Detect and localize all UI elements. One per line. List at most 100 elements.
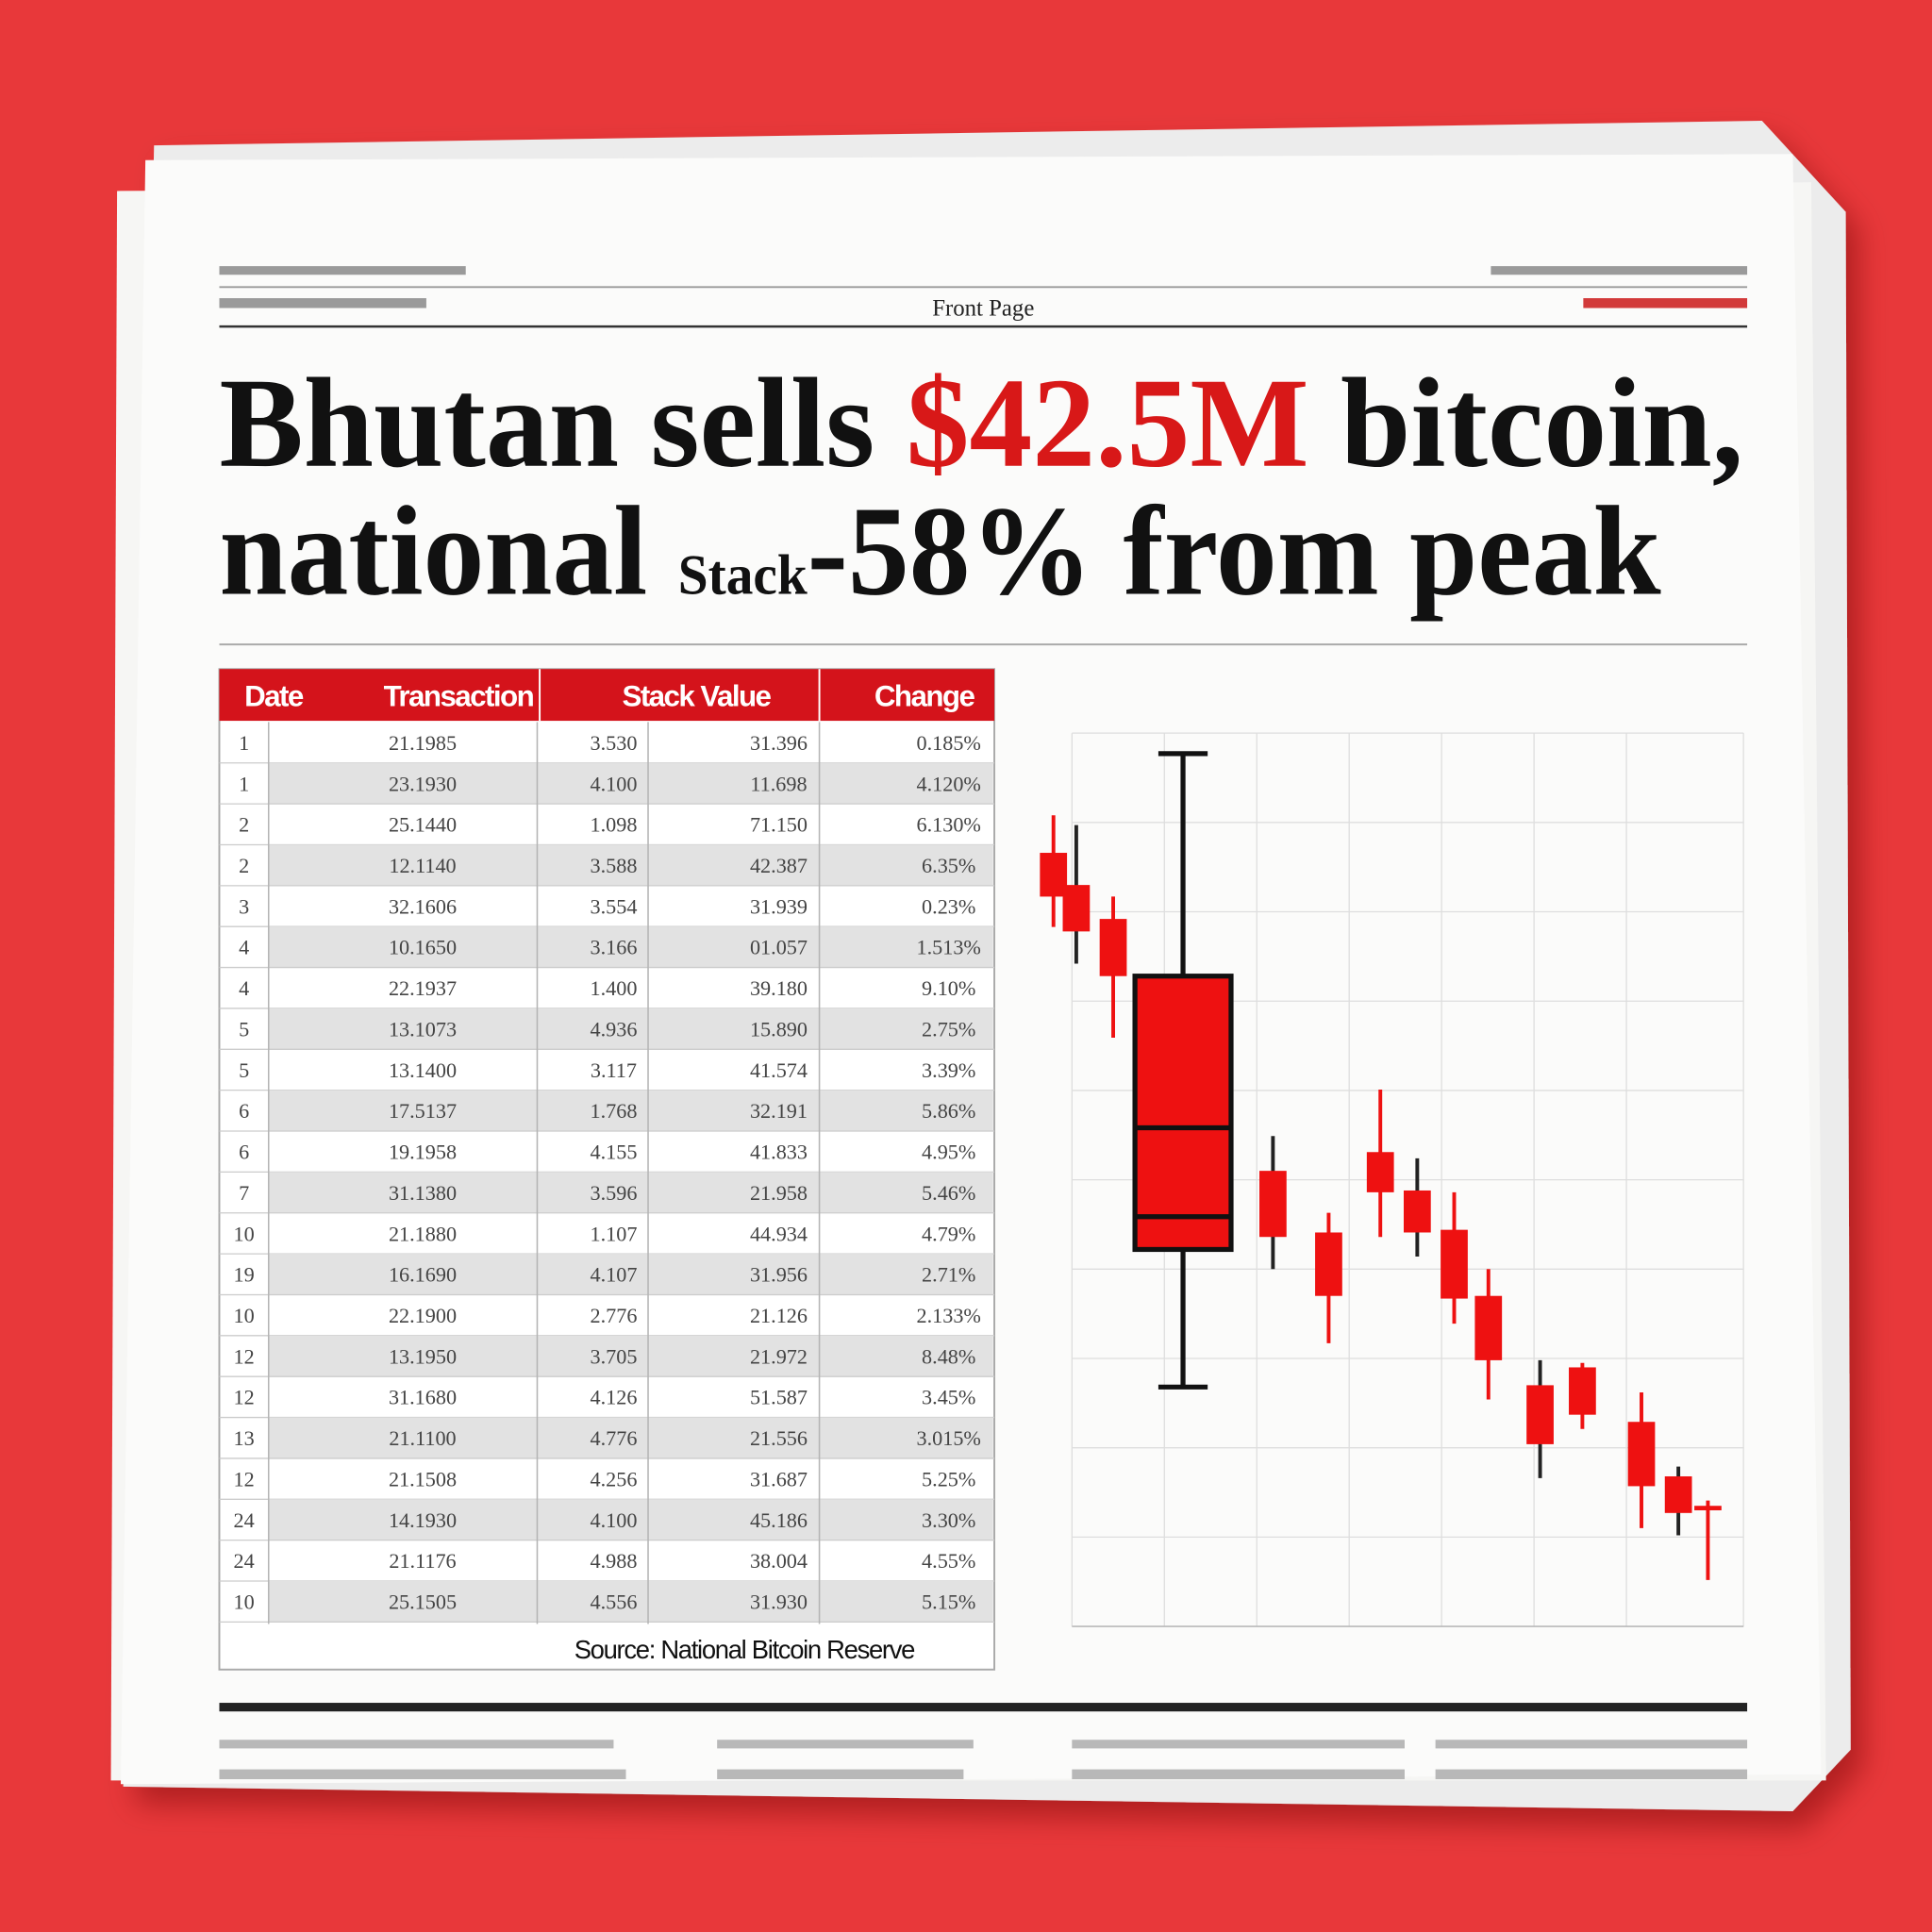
table-cell: 6.130% xyxy=(917,813,981,837)
table-cell: 31.687 xyxy=(750,1467,808,1491)
table-cell: 2.776 xyxy=(590,1304,637,1327)
table-cell: 10.1650 xyxy=(389,936,457,959)
table-cell: 21.1100 xyxy=(389,1426,456,1450)
table-cell: 5 xyxy=(239,1058,249,1082)
table-cell: 0.185% xyxy=(917,731,981,755)
masthead-accent xyxy=(1583,298,1748,308)
row-shade xyxy=(268,1417,993,1458)
table-cell: 01.057 xyxy=(750,936,808,959)
table-cell: 19 xyxy=(234,1263,255,1287)
table-cell: 13.1400 xyxy=(389,1058,457,1082)
row-shade xyxy=(268,1172,993,1213)
table-cell: 4 xyxy=(239,976,249,1000)
candle-body xyxy=(1664,1475,1692,1513)
table-cell: 21.958 xyxy=(750,1181,808,1205)
row-shade xyxy=(268,1581,993,1623)
table-cell: 6 xyxy=(239,1099,249,1123)
table-cell: 32.191 xyxy=(750,1099,808,1123)
row-shade xyxy=(268,1335,993,1377)
table-cell: 4.936 xyxy=(590,1017,637,1041)
table-cell: 25.1440 xyxy=(389,813,457,837)
table-cell: 21.1985 xyxy=(389,731,457,755)
table-cell: 5.46% xyxy=(922,1181,975,1205)
table-cell: 1.400 xyxy=(590,976,637,1000)
candle-body xyxy=(1403,1190,1431,1233)
candle-body xyxy=(1259,1171,1287,1238)
table-cell: 41.833 xyxy=(750,1141,808,1164)
table-cell: 2 xyxy=(239,854,249,877)
table-cell: 12 xyxy=(234,1467,255,1491)
table-cell: 22.1900 xyxy=(389,1304,457,1327)
table-cell: 4 xyxy=(239,936,249,959)
table-cell: 16.1690 xyxy=(389,1263,457,1287)
table-cell: 31.930 xyxy=(750,1591,808,1614)
table-cell: 5.15% xyxy=(922,1591,975,1614)
candle-body xyxy=(1315,1232,1342,1296)
candle-body xyxy=(1441,1229,1468,1299)
headline-text: Bhutan sells xyxy=(219,353,906,494)
table-cell: 21.1508 xyxy=(389,1467,457,1491)
table-cell: 4.120% xyxy=(917,772,981,795)
table-cell: 22.1937 xyxy=(389,976,457,1000)
column-header: Stack Value xyxy=(622,679,771,712)
table-cell: 3.554 xyxy=(590,894,637,918)
table-cell: 3.166 xyxy=(590,936,637,959)
table-cell: 3.705 xyxy=(590,1344,637,1368)
table-cell: 24 xyxy=(234,1549,255,1573)
candle-body xyxy=(1474,1295,1503,1360)
table-cell: 1.768 xyxy=(590,1099,637,1123)
table-cell: 1.098 xyxy=(590,813,637,837)
table-cell: 11.698 xyxy=(750,772,807,795)
table-cell: 1.513% xyxy=(917,936,981,959)
row-shade xyxy=(268,1090,993,1132)
table-cell: 32.1606 xyxy=(389,894,457,918)
table-cell: 31.956 xyxy=(750,1263,808,1287)
row-shade xyxy=(268,1499,993,1541)
candle-body xyxy=(1526,1385,1554,1444)
table-cell: 4.556 xyxy=(590,1591,637,1614)
table-cell: 2.75% xyxy=(922,1017,975,1041)
headline-text: -58% from peak xyxy=(808,481,1661,623)
table-cell: 4.126 xyxy=(590,1386,637,1409)
table-cell: 3.39% xyxy=(922,1058,975,1082)
table-cell: 5.25% xyxy=(922,1467,975,1491)
table-cell: 13.1950 xyxy=(389,1344,457,1368)
table-cell: 12 xyxy=(234,1344,255,1368)
table-cell: 10 xyxy=(234,1222,255,1245)
headline-small: Stack xyxy=(678,543,808,607)
table-cell: 71.150 xyxy=(750,813,808,837)
table-cell: 5.86% xyxy=(922,1099,975,1123)
table-cell: 51.587 xyxy=(750,1386,808,1409)
table-cell: 1.107 xyxy=(590,1222,637,1245)
headline-highlight: $42.5M xyxy=(907,353,1309,494)
candle-body xyxy=(1099,919,1127,976)
table-cell: 5 xyxy=(239,1017,249,1041)
table-cell: 41.574 xyxy=(750,1058,808,1082)
table-cell: 8.48% xyxy=(922,1344,975,1368)
table-cell: 45.186 xyxy=(750,1508,808,1532)
table-cell: 4.155 xyxy=(590,1141,637,1164)
table-cell: 4.100 xyxy=(590,1508,637,1532)
table-cell: 1 xyxy=(239,731,249,755)
row-shade xyxy=(268,926,993,968)
table-cell: 21.556 xyxy=(750,1426,808,1450)
candle-body xyxy=(1062,885,1091,932)
table-cell: 7 xyxy=(239,1181,249,1205)
table-cell: 31.1680 xyxy=(389,1386,457,1409)
table-cell: 3.30% xyxy=(922,1508,975,1532)
table-cell: 23.1930 xyxy=(389,772,457,795)
table-cell: 3.588 xyxy=(590,854,637,877)
candle-body xyxy=(1694,1506,1722,1510)
table-cell: 3 xyxy=(239,894,249,918)
table-cell: 24 xyxy=(234,1508,255,1532)
table-cell: 21.1880 xyxy=(389,1222,457,1245)
table-cell: 3.596 xyxy=(590,1181,637,1205)
column-header: Change xyxy=(874,679,975,712)
table-cell: 2 xyxy=(239,813,249,837)
candle-body xyxy=(1132,974,1234,1253)
table-cell: 19.1958 xyxy=(389,1141,457,1164)
table-cell: 4.95% xyxy=(922,1141,975,1164)
table-cell: 31.396 xyxy=(750,731,808,755)
table-cell: 4.776 xyxy=(590,1426,637,1450)
